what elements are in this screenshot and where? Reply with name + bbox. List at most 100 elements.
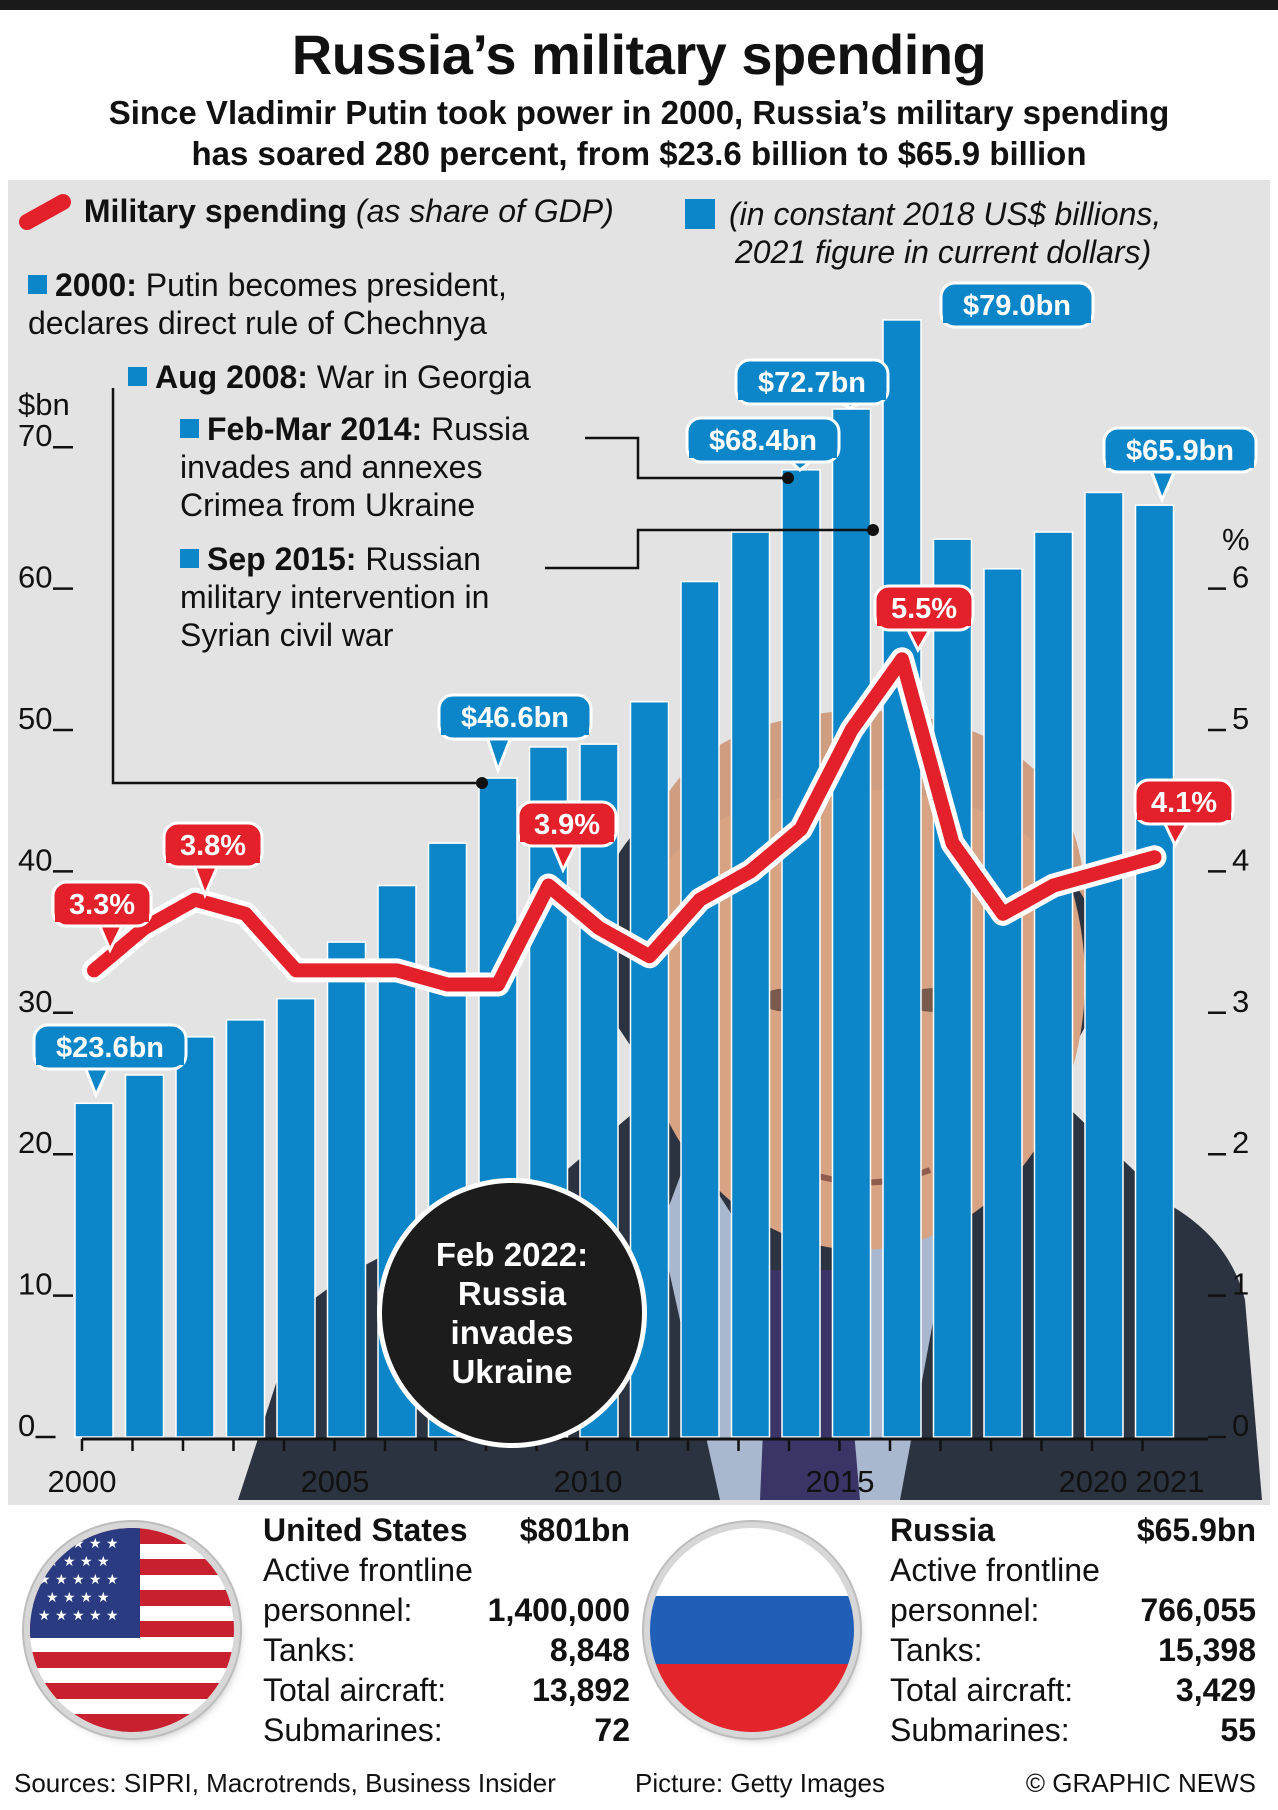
russia-aircraft: 3,429 (1175, 1672, 1256, 1708)
us-flag-graphic: ★ ★ ★ ★ ★ ★ ★ ★ ★ ★ ★ ★ ★ ★ ★ ★ ★ ★ ★ ★ … (30, 1528, 234, 1732)
event-2022-line4: Ukraine (451, 1353, 573, 1390)
gdp-label-2021-text: 4.1% (1151, 787, 1217, 819)
event-2022-line3: invades (450, 1314, 574, 1351)
connector-2014 (585, 436, 788, 480)
russia-subs-label: Submarines: (890, 1712, 1070, 1748)
bar-2017 (932, 538, 973, 1438)
us-subs: 72 (594, 1712, 630, 1748)
bar-label-2016-box (939, 281, 1095, 329)
us-tanks-label: Tanks: (263, 1632, 356, 1668)
event-2022-line1: Feb 2022: (435, 1236, 589, 1273)
svg-text:★ ★ ★ ★: ★ ★ ★ ★ (46, 1554, 110, 1570)
right-tick-label-1: 1 (1232, 1267, 1249, 1302)
gdp-label-2000-text: 3.3% (69, 889, 135, 921)
bar-label-2014: $68.4bn (685, 416, 841, 472)
event-2014-line2: invades and annexes (180, 449, 483, 485)
right-tick-label-2: 2 (1232, 1125, 1249, 1160)
gdp-label-2002: 3.8% (162, 821, 264, 900)
bar-2019 (1033, 531, 1074, 1438)
bar-2005 (326, 941, 367, 1438)
legend-bar-note-2: 2021 figure in current dollars) (735, 234, 1152, 270)
event-2014-line3: Crimea from Ukraine (180, 487, 476, 523)
bar-label-2016-fill (943, 317, 1091, 323)
russia-personnel-label2: personnel: (890, 1592, 1040, 1628)
russia-aircraft-label: Total aircraft: (890, 1672, 1074, 1708)
us-tanks: 8,848 (549, 1632, 630, 1668)
event-2008-marker (128, 367, 147, 386)
left-tick-label-50: 50 (18, 701, 52, 736)
bar-label-2000: $23.6bn (32, 1023, 188, 1099)
bar-label-2015: $72.7bn (734, 358, 890, 410)
gdp-label-2021: 4.1% (1133, 778, 1235, 849)
left-tick-label-60: 60 (18, 560, 52, 595)
footer-sources: Sources: SIPRI, Macrotrends, Business In… (14, 1768, 556, 1798)
bar-2000 (74, 1102, 114, 1438)
bar-label-2021-fill (1106, 462, 1254, 468)
svg-text:★ ★ ★ ★ ★: ★ ★ ★ ★ ★ (38, 1572, 119, 1588)
bar-label-2000-box (32, 1023, 188, 1071)
bar-label-2000-fill (36, 1059, 184, 1065)
footer-picture: Picture: Getty Images (635, 1768, 885, 1798)
event-2008-date: Aug 2008: (155, 359, 308, 395)
bar-label-2021-text: $65.9bn (1126, 435, 1234, 467)
svg-text:★ ★ ★ ★ ★: ★ ★ ★ ★ ★ (38, 1608, 119, 1624)
us-subs-label: Submarines: (263, 1712, 443, 1748)
russia-personnel: 766,055 (1140, 1592, 1256, 1628)
legend-line-swatch (19, 194, 71, 230)
event-2000-marker (28, 275, 47, 294)
event-2015-line2: military intervention in (180, 579, 490, 615)
bar-label-2021: $65.9bn (1102, 426, 1258, 505)
bar-label-2016: $79.0bn (939, 281, 1095, 329)
bar-2020 (1084, 491, 1124, 1438)
russia-country: Russia (890, 1512, 995, 1548)
gdp-label-2009-fill (520, 836, 614, 842)
left-tick-label-0: 0 (18, 1408, 35, 1443)
bar-label-2015-text: $72.7bn (758, 367, 866, 399)
russia-spend: $65.9bn (1136, 1512, 1256, 1548)
bar-label-2016-text: $79.0bn (963, 290, 1071, 322)
gdp-label-2021-fill (1137, 814, 1231, 820)
gdp-label-2009: 3.9% (516, 800, 618, 874)
us-aircraft-label: Total aircraft: (263, 1672, 447, 1708)
gdp-label-2009-box (516, 800, 618, 848)
event-2014: Feb-Mar 2014: Russia invades and annexes… (180, 410, 529, 524)
bar-2016 (882, 319, 922, 1438)
bar-2012 (680, 580, 720, 1438)
subtitle-line-1: Since Vladimir Putin took power in 2000,… (108, 94, 1170, 131)
left-axis-unit: $bn (18, 387, 70, 422)
x-label-2015: 2015 (806, 1464, 875, 1499)
bar-label-2021-pointer (1148, 468, 1178, 505)
event-2022-line2: Russia (457, 1275, 567, 1312)
left-tick-label-20: 20 (18, 1125, 52, 1160)
legend-bars: (in constant 2018 US$ billions, 2021 fig… (685, 195, 1161, 271)
gdp-share-line (87, 652, 1162, 992)
event-2000-line1: Putin becomes president, (145, 267, 507, 303)
russia-flag-graphic (650, 1528, 854, 1732)
connector-2015-dot (867, 524, 879, 536)
event-2000-date: 2000: (55, 267, 137, 303)
page-title: Russia’s military spending (291, 23, 987, 86)
russia-personnel-label1: Active frontline (890, 1552, 1100, 1588)
event-2015-line1: Russian (365, 541, 481, 577)
gdp-label-2000: 3.3% (51, 880, 153, 954)
russia-stats: Russia $65.9bn Active frontline personnel… (890, 1510, 1256, 1750)
us-spend: $801bn (519, 1512, 630, 1548)
bar-2002 (175, 1036, 215, 1438)
us-stats: United States $801bn Active frontline per… (263, 1510, 630, 1750)
bar-2001 (124, 1074, 165, 1438)
us-personnel-label2: personnel: (263, 1592, 413, 1628)
connector-2008-dot (476, 777, 488, 789)
x-label-2005: 2005 (301, 1464, 370, 1499)
russia-tanks: 15,398 (1158, 1632, 1256, 1668)
x-label-2000: 2000 (48, 1464, 117, 1499)
right-tick-label-0: 0 (1232, 1408, 1249, 1443)
bar-label-2014-box (685, 416, 841, 464)
bar-2014 (781, 469, 821, 1438)
gdp-label-2016-fill (877, 620, 971, 626)
gdp-label-2000-fill (55, 916, 149, 922)
event-2015-marker (180, 549, 199, 568)
legend-bar-note-1: (in constant 2018 US$ billions, (729, 196, 1162, 232)
connector-2014-dot (782, 472, 794, 484)
x-label-2010: 2010 (554, 1464, 623, 1499)
event-2000: 2000: Putin becomes president, declares … (28, 266, 507, 342)
